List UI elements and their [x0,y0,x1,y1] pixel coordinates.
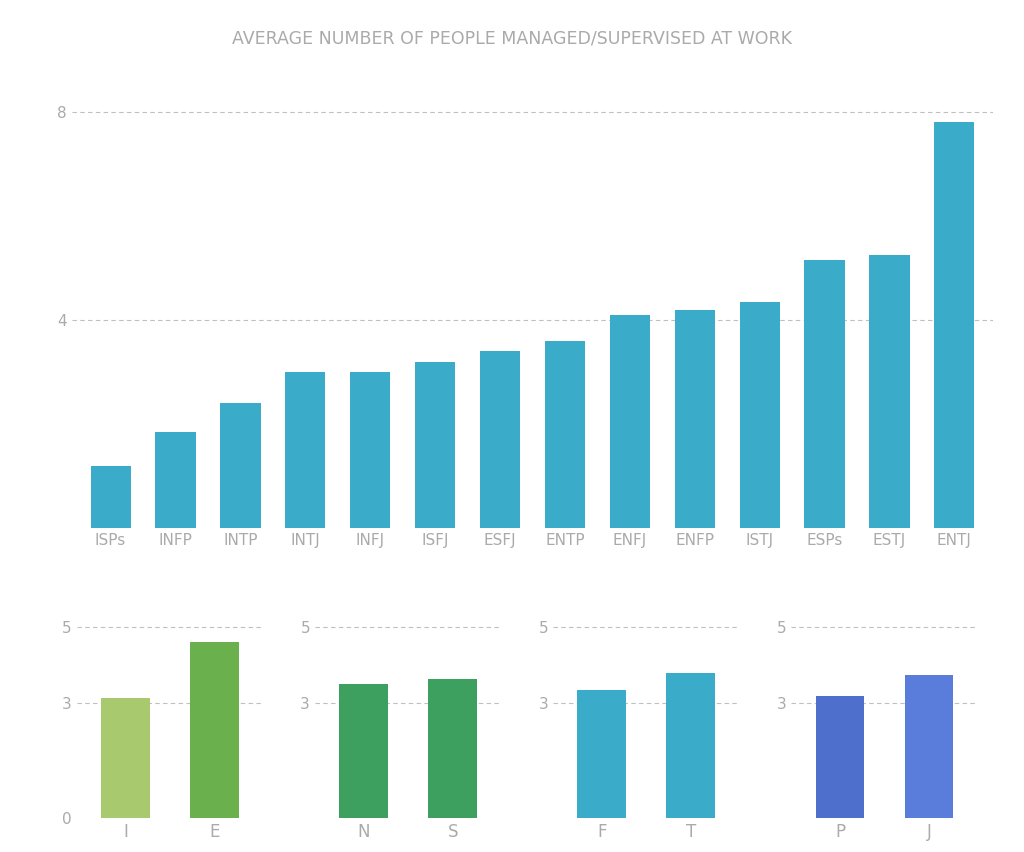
Bar [904,675,953,818]
Bar [675,309,715,528]
Bar [869,255,909,528]
Bar [815,696,864,818]
Bar [350,372,390,528]
Bar [667,673,716,818]
Bar [578,690,627,818]
Bar [805,260,845,528]
Bar [90,466,131,528]
Bar [339,684,388,818]
Bar [286,372,326,528]
Bar [428,678,477,818]
Bar [415,361,456,528]
Bar [934,122,975,528]
Bar [156,432,196,528]
Bar [220,403,260,528]
Bar [190,642,240,818]
Bar [739,302,779,528]
Bar [480,351,520,528]
Text: AVERAGE NUMBER OF PEOPLE MANAGED/SUPERVISED AT WORK: AVERAGE NUMBER OF PEOPLE MANAGED/SUPERVI… [232,29,792,48]
Bar [545,341,585,528]
Bar [609,314,650,528]
Bar [101,698,151,818]
